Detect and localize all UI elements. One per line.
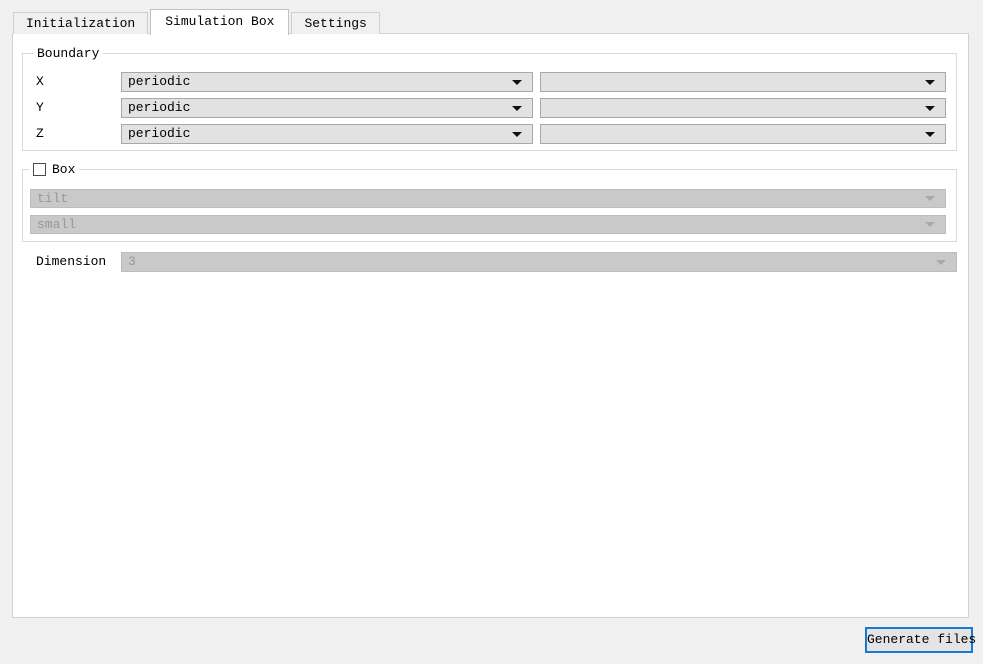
- chevron-down-icon: [925, 79, 935, 85]
- chevron-down-icon: [925, 105, 935, 111]
- boundary-z-combo-primary[interactable]: periodic: [121, 124, 533, 144]
- tab-settings[interactable]: Settings: [291, 12, 380, 34]
- chevron-down-icon: [925, 131, 935, 137]
- boundary-z-label: Z: [36, 126, 44, 141]
- boundary-x-label: X: [36, 74, 44, 89]
- chevron-down-icon: [936, 259, 946, 265]
- boundary-group-title: Boundary: [33, 45, 104, 62]
- boundary-x-combo-primary-value: periodic: [128, 74, 191, 89]
- boundary-y-label: Y: [36, 100, 44, 115]
- chevron-down-icon: [512, 105, 522, 111]
- boundary-z-combo-primary-value: periodic: [128, 126, 191, 141]
- box-size-combo-value: small: [37, 216, 77, 232]
- box-group-label: Box: [52, 162, 76, 177]
- chevron-down-icon: [925, 222, 935, 227]
- tab-initialization[interactable]: Initialization: [13, 12, 149, 34]
- dimension-label: Dimension: [36, 254, 107, 269]
- boundary-x-combo-primary[interactable]: periodic: [121, 72, 533, 92]
- tab-simulation-box[interactable]: Simulation Box: [150, 9, 290, 35]
- generate-files-button[interactable]: Generate files: [865, 627, 976, 653]
- boundary-z-combo-secondary[interactable]: [540, 124, 946, 144]
- boundary-group: Boundary: [22, 45, 957, 151]
- box-tilt-combo-value: tilt: [37, 190, 69, 206]
- chevron-down-icon: [925, 196, 935, 201]
- simulation-box-panel: Boundary X periodic Y periodic Z periodi…: [12, 33, 969, 618]
- boundary-y-combo-secondary[interactable]: [540, 98, 946, 118]
- boundary-x-combo-secondary[interactable]: [540, 72, 946, 92]
- box-checkbox[interactable]: [33, 163, 46, 176]
- box-tilt-combo: tilt: [30, 189, 946, 208]
- chevron-down-icon: [512, 79, 522, 85]
- tab-bar: Initialization Simulation Box Settings: [13, 9, 382, 35]
- boundary-y-combo-primary-value: periodic: [128, 100, 191, 115]
- dimension-combo: 3: [121, 252, 957, 272]
- box-group-title: Box: [29, 161, 80, 178]
- box-size-combo: small: [30, 215, 946, 234]
- box-group: Box: [22, 161, 957, 242]
- dimension-combo-value: 3: [128, 254, 136, 269]
- boundary-group-label: Boundary: [37, 46, 100, 61]
- boundary-y-combo-primary[interactable]: periodic: [121, 98, 533, 118]
- chevron-down-icon: [512, 131, 522, 137]
